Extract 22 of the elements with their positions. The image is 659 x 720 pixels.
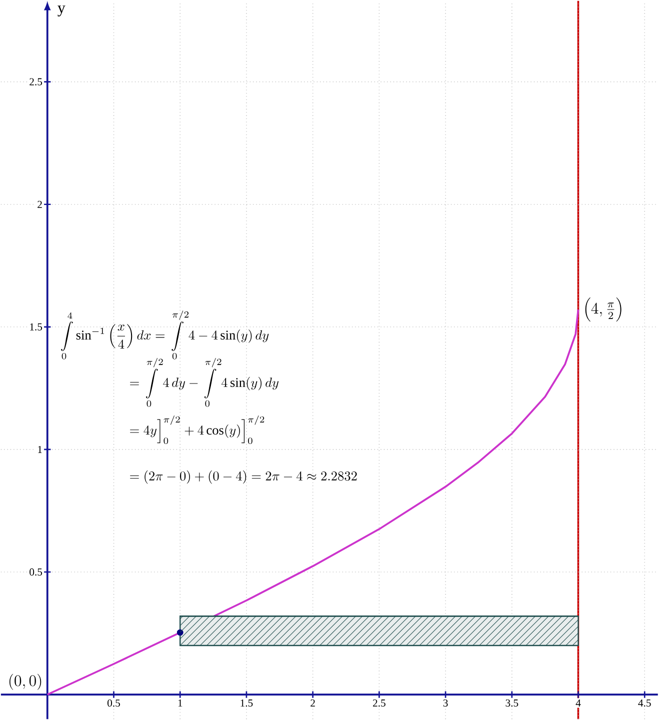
x-tick-label: 1.5	[240, 699, 253, 707]
y-tick-label: 2	[38, 200, 42, 208]
annotation: $=4y\Big]_0^{\pi/2}+4\cos(y)\Big]_0^{\pi/2}$	[130, 416, 264, 444]
annotation: $\left(4,\frac{\pi}{2}\right)$	[585, 298, 622, 322]
y-tick-label: 1	[38, 446, 42, 453]
x-tick-label: 1	[178, 699, 182, 706]
x-tick-label: 4	[576, 699, 581, 706]
y-tick-label: 2.5	[30, 78, 42, 86]
annotation: $(0,0)$	[10, 674, 42, 690]
y-tick-label: 0.5	[30, 568, 42, 576]
x-tick-label: 0.5	[108, 699, 120, 707]
annotation: $\int\limits_0^4 \sin^{-1}\left(\frac{x}{4}\right)dx=\int\limits_0^{\pi/2} 4-4\sin(y)\,dy$	[61, 310, 269, 360]
line-series	[46, 308, 580, 696]
x-tick-label: 2	[310, 699, 315, 707]
y-axis-title: y	[58, 6, 66, 16]
y-tick-label: 1.5	[30, 323, 42, 330]
x-tick-label: 2.5	[373, 699, 386, 707]
x-tick-label: 3.5	[506, 699, 518, 707]
x-tick-label: 4.5	[638, 699, 651, 707]
annotation: $=\int\limits_0^{\pi/2} 4\,dy-\int\limits_0^{\pi/2} 4\sin(y)\,dy$	[130, 358, 279, 407]
x-tick-label: 3	[443, 699, 448, 707]
annotation: $=(2\pi-0)+(0-4)=2\pi-4\approx 2.2832$	[130, 470, 357, 484]
